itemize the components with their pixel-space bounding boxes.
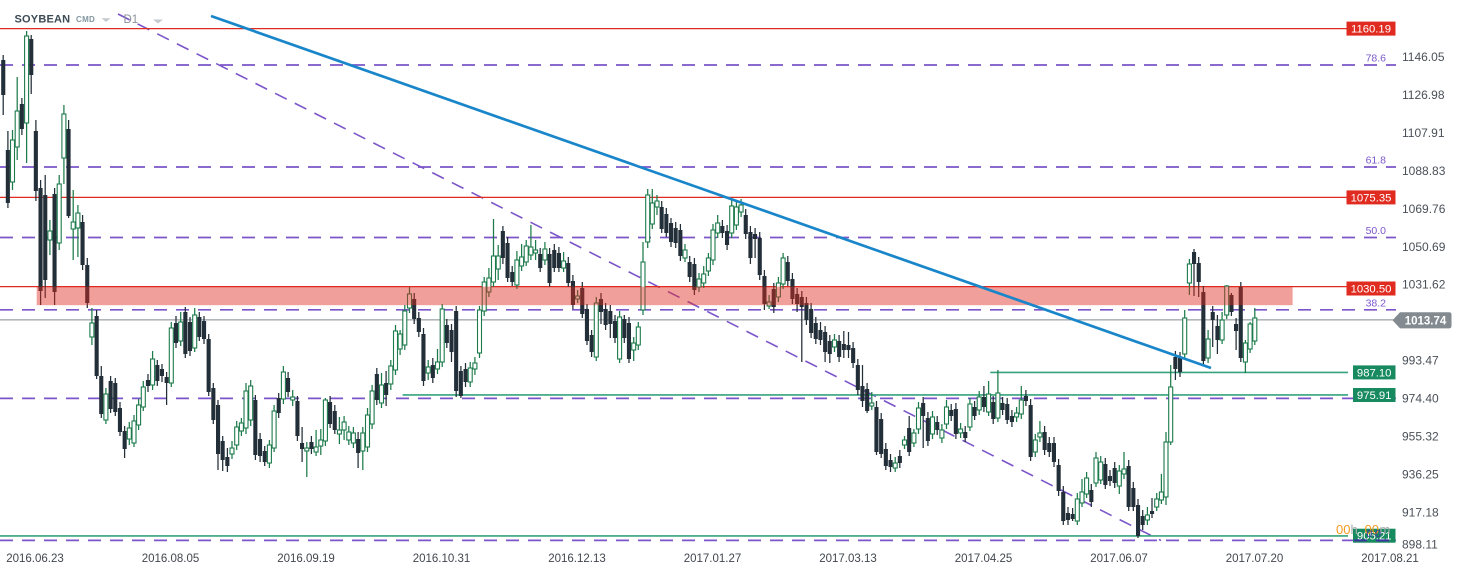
svg-text:1069.76: 1069.76 [1402,202,1446,216]
svg-text:993.47: 993.47 [1402,354,1439,368]
svg-text:2017.06.07: 2017.06.07 [1090,553,1148,565]
svg-text:1013.74: 1013.74 [1405,315,1447,327]
svg-text:2017.07.20: 2017.07.20 [1226,553,1284,565]
svg-text:2016.08.05: 2016.08.05 [142,553,200,565]
svg-text:1146.05: 1146.05 [1402,50,1445,64]
svg-text:2017.03.13: 2017.03.13 [819,553,877,565]
svg-text:936.25: 936.25 [1402,468,1439,482]
svg-text:1075.35: 1075.35 [1351,192,1392,204]
svg-text:898.11: 898.11 [1402,538,1438,552]
svg-text:00: 00 [1365,522,1379,537]
svg-text:CMD: CMD [76,15,95,24]
svg-text:987.10: 987.10 [1357,367,1392,379]
svg-text:2016.09.19: 2016.09.19 [277,553,335,565]
svg-text:1160.19: 1160.19 [1351,24,1391,36]
svg-text:78.6: 78.6 [1366,53,1387,65]
svg-text:974.40: 974.40 [1402,392,1439,406]
svg-text:m: m [1380,522,1391,537]
svg-text:00: 00 [1336,522,1350,537]
svg-text:955.32: 955.32 [1402,430,1439,444]
svg-text:SOYBEAN: SOYBEAN [15,14,71,26]
svg-text:2016.06.23: 2016.06.23 [6,553,64,565]
svg-text:h: h [1351,522,1358,537]
svg-text:1088.83: 1088.83 [1402,164,1446,178]
svg-text:2017.04.25: 2017.04.25 [955,553,1013,565]
svg-text:975.91: 975.91 [1357,390,1392,402]
svg-text:1107.91: 1107.91 [1402,126,1445,140]
svg-text:2016.12.13: 2016.12.13 [548,553,606,565]
svg-text:917.18: 917.18 [1402,505,1439,519]
svg-text:38.2: 38.2 [1366,297,1387,309]
svg-text:61.8: 61.8 [1366,155,1387,167]
svg-text:1031.62: 1031.62 [1402,278,1446,292]
svg-text:2017.01.27: 2017.01.27 [684,553,742,565]
svg-text:50.0: 50.0 [1366,225,1387,237]
svg-text:1126.98: 1126.98 [1402,88,1445,102]
svg-text:1030.50: 1030.50 [1351,284,1392,296]
svg-text:2016.10.31: 2016.10.31 [413,553,471,565]
svg-text:D1: D1 [124,14,139,26]
svg-text:0.0: 0.0 [1366,528,1381,540]
svg-text:2017.08.21: 2017.08.21 [1361,553,1419,565]
svg-text:1050.69: 1050.69 [1402,240,1446,254]
